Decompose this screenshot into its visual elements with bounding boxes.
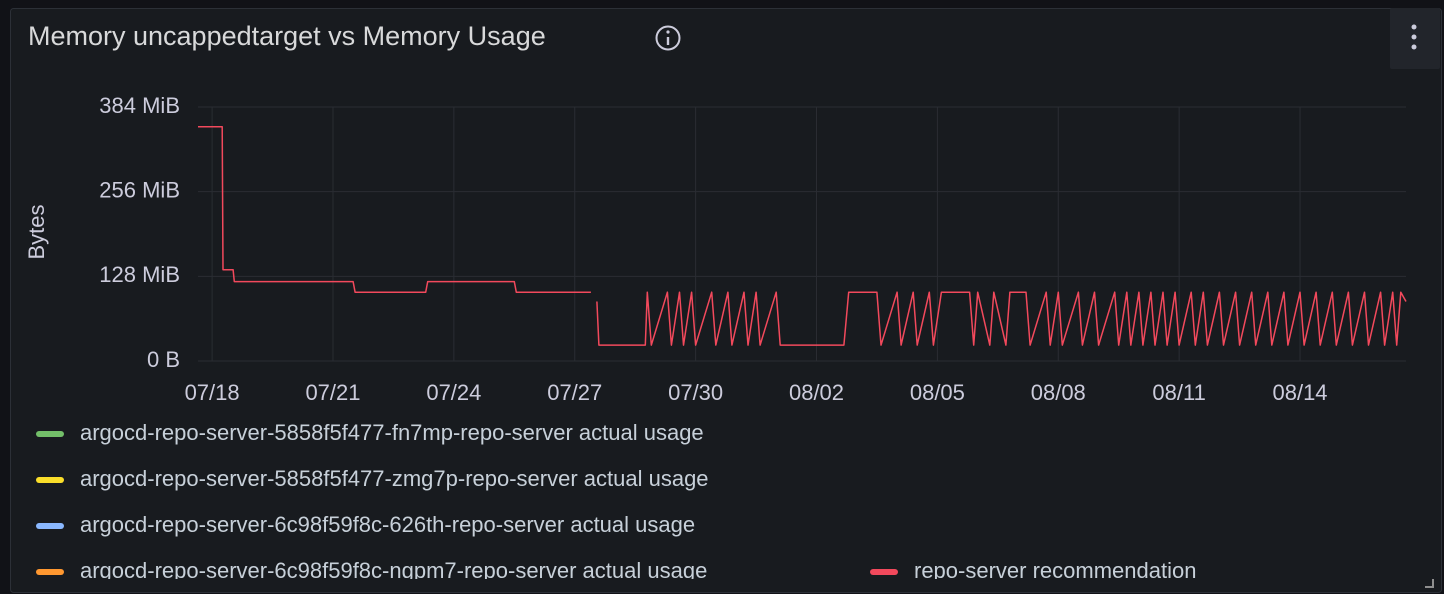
x-tick-label: 07/30: [668, 380, 723, 405]
x-tick-label: 07/24: [426, 380, 481, 405]
legend-label: argocd-repo-server-6c98f59f8c-626th-repo…: [80, 512, 695, 537]
y-tick-label: 128 MiB: [99, 262, 180, 287]
legend: argocd-repo-server-5858f5f477-fn7mp-repo…: [36, 420, 1196, 583]
legend-label: argocd-repo-server-5858f5f477-fn7mp-repo…: [80, 420, 704, 445]
grid: 0 B 128 MiB 256 MiB 384 MiB 07/18 07/21 07/24 0…: [99, 93, 1406, 405]
info-icon[interactable]: [655, 25, 681, 51]
resize-handle[interactable]: [1425, 579, 1434, 588]
menu-button[interactable]: [1390, 8, 1440, 69]
y-axis-label: Bytes: [24, 204, 49, 259]
y-tick-label: 384 MiB: [99, 93, 180, 118]
legend-label: argocd-repo-server-5858f5f477-zmg7p-repo…: [80, 466, 709, 491]
x-tick-label: 08/11: [1152, 380, 1205, 405]
x-tick-label: 08/08: [1031, 380, 1086, 405]
series-line: [198, 126, 1407, 346]
plot-area: [198, 126, 1407, 346]
panel-title: Memory uncappedtarget vs Memory Usage: [28, 21, 546, 51]
y-tick-label: 0 B: [147, 347, 180, 372]
legend-label: repo-server recommendation: [914, 558, 1196, 583]
legend-swatch: [36, 569, 64, 575]
x-tick-label: 07/18: [185, 380, 240, 405]
legend-swatch: [36, 431, 64, 437]
x-tick-label: 08/05: [910, 380, 965, 405]
x-tick-label: 07/27: [547, 380, 602, 405]
legend-swatch: [36, 477, 64, 483]
x-tick-label: 08/14: [1272, 380, 1327, 405]
legend-swatch: [870, 569, 898, 575]
y-tick-label: 256 MiB: [99, 177, 180, 202]
legend-label: argocd-repo-server-6c98f59f8c-ngpm7-repo…: [80, 558, 707, 583]
x-tick-label: 07/21: [305, 380, 360, 405]
x-tick-label: 08/02: [789, 380, 844, 405]
legend-swatch: [36, 523, 64, 529]
